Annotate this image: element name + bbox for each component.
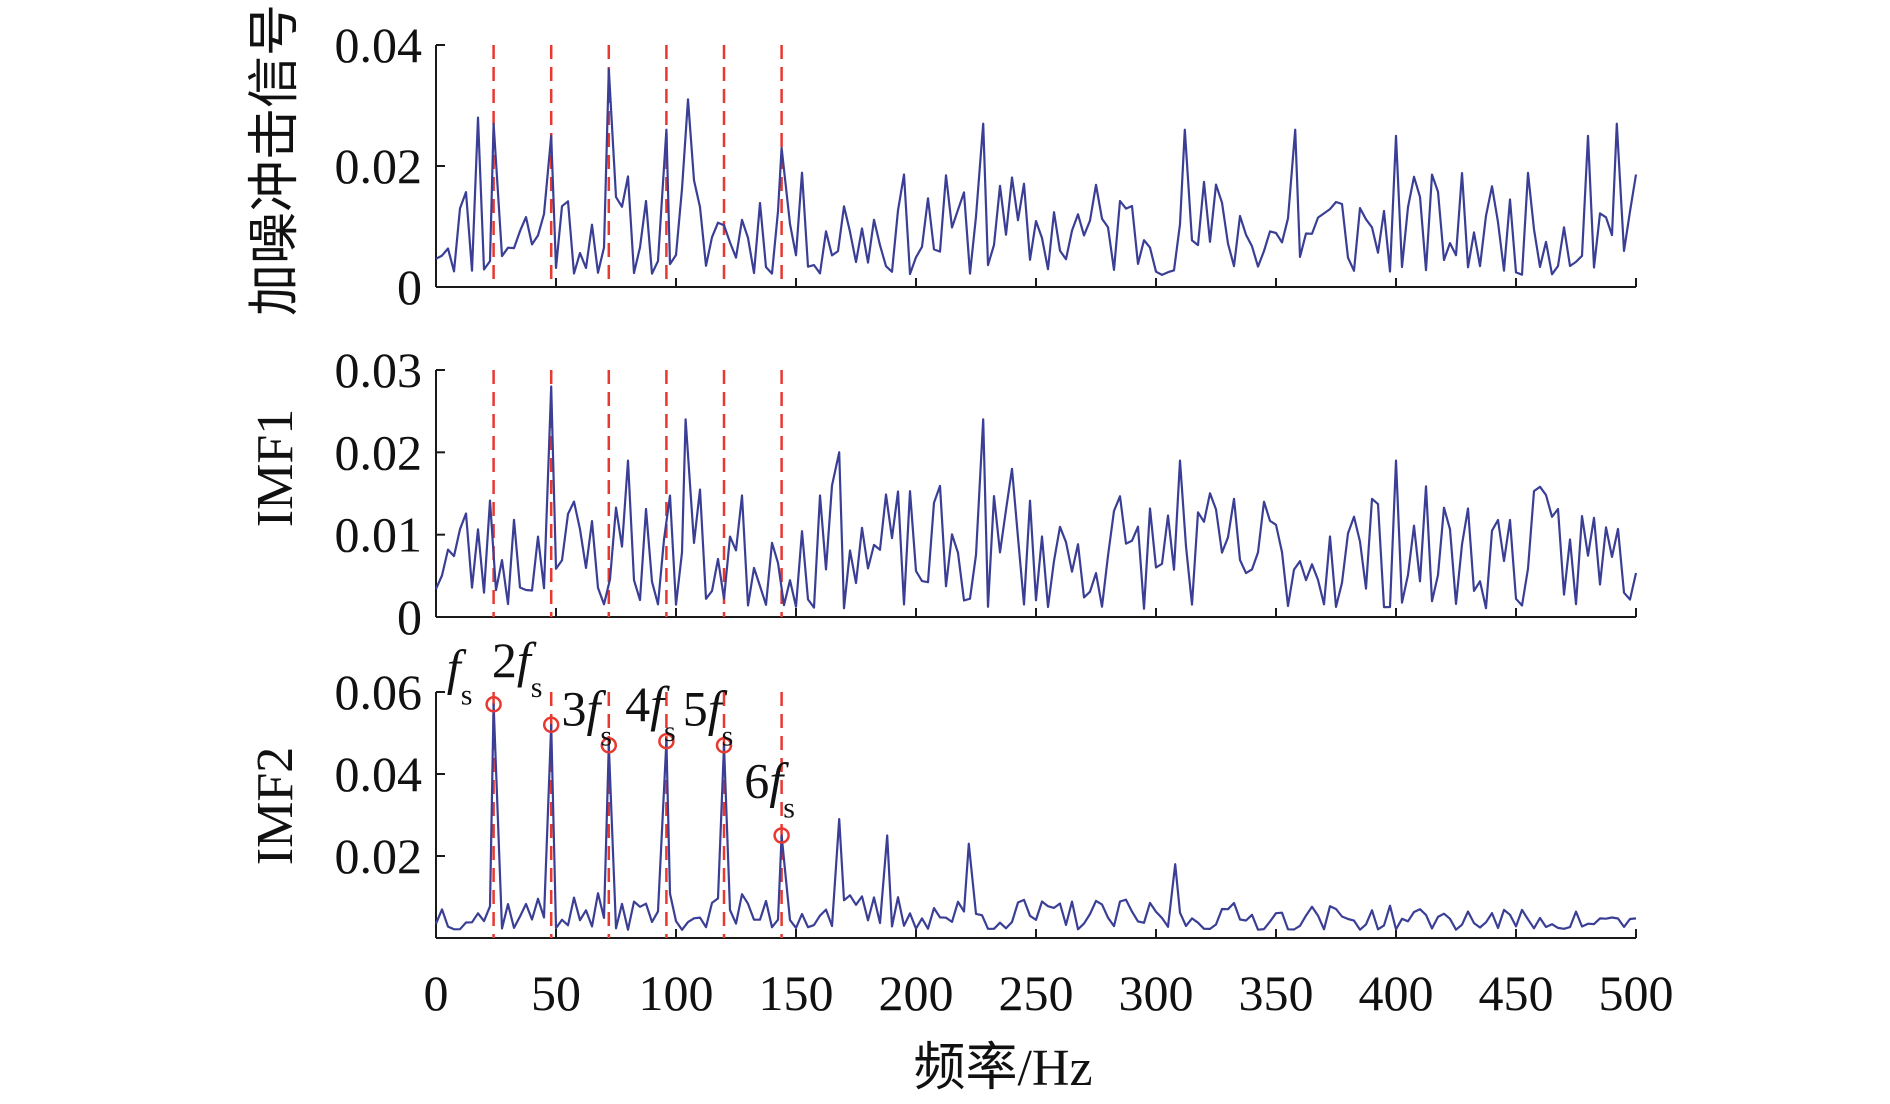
- peak-label: 2fs: [492, 632, 543, 704]
- x-tick-label: 400: [1359, 965, 1434, 1021]
- panel-imf1: IMF1 0 0.01 0.02 0.03: [247, 342, 1638, 645]
- peak-label: 5fs: [683, 680, 734, 752]
- y-tick-label-noisy: 0.02: [335, 138, 423, 194]
- peak-label-subscript: s: [461, 678, 473, 711]
- ylabel-imf2: IMF2: [247, 747, 304, 865]
- x-tick-label: 350: [1239, 965, 1314, 1021]
- y-tick-label-imf1: 0.03: [335, 342, 423, 398]
- peak-label-subscript: s: [664, 715, 676, 748]
- y-tick-label-imf1: 0: [397, 589, 422, 645]
- y-tick-label-noisy: 0: [397, 259, 422, 315]
- peak-label-number: 3: [562, 680, 587, 736]
- y-tick-label-imf2: 0.06: [335, 664, 423, 720]
- peak-label-subscript: s: [600, 719, 612, 752]
- peak-marker: [715, 737, 733, 754]
- y-tick-label-imf1: 0.02: [335, 424, 423, 480]
- x-tick-label: 450: [1479, 965, 1554, 1021]
- peak-marker: [773, 827, 790, 844]
- peak-label-subscript: s: [531, 671, 543, 704]
- y-tick-label-noisy: 0.04: [335, 17, 423, 73]
- y-tick-label-imf1: 0.01: [335, 507, 423, 563]
- x-tick-label: 50: [531, 965, 581, 1021]
- x-axis-label: 频率/Hz: [913, 1040, 1092, 1097]
- x-tick-label: 200: [879, 965, 954, 1021]
- series-imf2: [434, 703, 1637, 931]
- x-axis-tick-labels: 0 50 100 150 200 250 300 350 400 450 500: [424, 965, 1674, 1021]
- peak-label: fs: [447, 639, 473, 711]
- ylabel-noisy: 加噪冲击信号: [247, 4, 304, 316]
- x-tick-label: 300: [1119, 965, 1194, 1021]
- peak-label-number: 6: [744, 753, 769, 809]
- y-tick-label-imf2: 0.04: [335, 746, 423, 802]
- series-noisy: [435, 68, 1638, 276]
- x-tick-label: 100: [639, 965, 714, 1021]
- peak-marker: [542, 716, 560, 734]
- ylabel-imf1: IMF1: [247, 409, 304, 527]
- x-tick-label: 500: [1599, 965, 1674, 1021]
- x-tick-label: 150: [759, 965, 834, 1021]
- x-tick-label: 0: [424, 965, 449, 1021]
- y-tick-label-imf2: 0.02: [335, 828, 423, 884]
- x-tick-label: 250: [999, 965, 1074, 1021]
- series-imf1: [434, 385, 1638, 610]
- peak-label: 6fs: [744, 753, 795, 825]
- peak-marker: [658, 732, 675, 750]
- peak-label: 4fs: [625, 676, 676, 748]
- peak-label-number: 2: [492, 632, 517, 688]
- peak-label-number: 5: [683, 680, 708, 736]
- peak-label: 3fs: [562, 680, 613, 752]
- peak-label-subscript: s: [783, 792, 795, 825]
- peak-marker: [485, 696, 502, 713]
- panel-noisy-signal: 加噪冲击信号 0 0.02 0.04: [247, 4, 1638, 316]
- peak-marker: [600, 737, 618, 754]
- peak-label-number: 4: [625, 676, 650, 732]
- peak-label-subscript: s: [722, 719, 734, 752]
